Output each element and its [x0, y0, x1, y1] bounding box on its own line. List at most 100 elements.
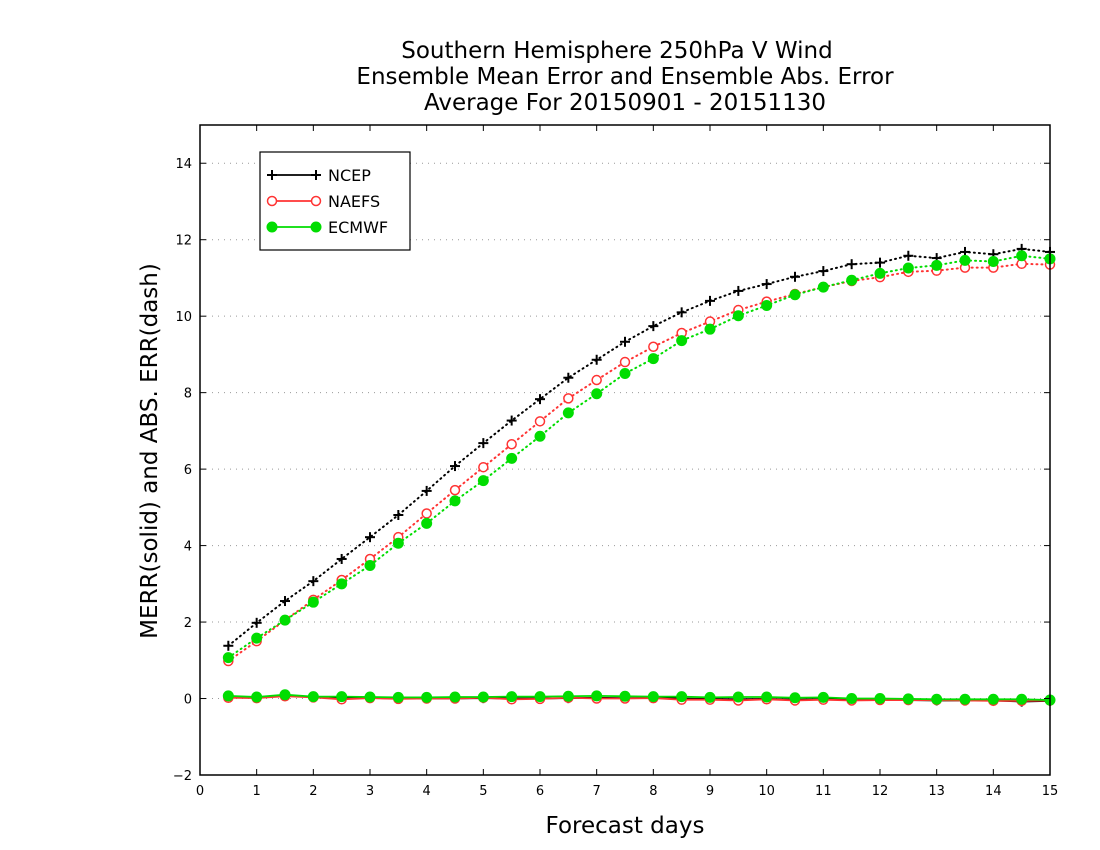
- title-line-1: Southern Hemisphere 250hPa V Wind: [401, 38, 832, 64]
- mean-error-point: [874, 693, 886, 705]
- y-tick-label: 0: [184, 693, 192, 708]
- abs-error-point: [307, 596, 319, 608]
- y-axis-label: MERR(solid) and ABS. ERR(dash): [137, 263, 163, 639]
- mean-error-point: [789, 692, 801, 704]
- y-tick-label: 10: [175, 310, 192, 325]
- abs-error-point: [705, 295, 715, 306]
- mean-error-point: [902, 693, 914, 705]
- x-tick-label: 7: [593, 784, 601, 799]
- abs-error-point: [534, 416, 546, 427]
- abs-error-point: [336, 578, 348, 590]
- mean-error-point: [392, 691, 404, 703]
- abs-error-point: [818, 266, 829, 277]
- legend-marker: [310, 195, 322, 207]
- abs-error-point: [846, 259, 857, 270]
- abs-error-point: [931, 259, 943, 271]
- abs-error-point: [619, 356, 631, 368]
- abs-error-point: [1016, 250, 1028, 262]
- abs-error-point: [449, 495, 461, 507]
- legend-label: NAEFS: [328, 192, 380, 211]
- mean-error-point: [449, 691, 461, 703]
- abs-error-point: [535, 394, 545, 405]
- mean-error-point: [279, 689, 291, 701]
- mean-error-point: [1016, 693, 1028, 705]
- x-tick-label: 11: [815, 784, 832, 799]
- abs-error-point: [251, 632, 263, 644]
- abs-error-point: [620, 336, 630, 347]
- abs-error-point: [647, 353, 659, 365]
- abs-error-line: [227, 254, 1051, 659]
- x-axis-label: Forecast days: [546, 813, 705, 839]
- abs-error-point: [279, 614, 291, 626]
- abs-error-point: [789, 289, 801, 301]
- mean-error-point: [534, 691, 546, 703]
- abs-error-point: [506, 415, 517, 426]
- abs-error-point: [648, 341, 659, 353]
- abs-error-point: [421, 517, 433, 529]
- abs-error-point: [676, 307, 687, 318]
- mean-error-point: [704, 691, 716, 703]
- mean-error-point: [817, 691, 829, 703]
- abs-error-point: [506, 452, 518, 464]
- legend-item-naefs: NAEFS: [266, 192, 380, 211]
- abs-error-point: [761, 279, 772, 290]
- mean-error-point: [931, 693, 943, 705]
- mean-error-point: [364, 691, 376, 703]
- mean-error-point: [647, 691, 659, 703]
- abs-error-point: [875, 257, 885, 268]
- legend-item-ncep: NCEP: [267, 166, 371, 185]
- mean-error-point: [676, 691, 688, 703]
- mean-error-point: [477, 691, 489, 703]
- abs-error-point: [732, 310, 744, 322]
- abs-error-point: [308, 576, 319, 587]
- abs-error-point: [563, 372, 574, 383]
- y-tick-label: 6: [184, 463, 192, 478]
- abs-error-point: [223, 640, 234, 651]
- legend-label: NCEP: [328, 166, 371, 185]
- legend-marker: [266, 195, 278, 207]
- abs-error-point: [477, 475, 489, 487]
- mean-error-point: [336, 691, 348, 703]
- legend-marker: [311, 170, 321, 180]
- abs-error-point: [902, 262, 914, 274]
- x-tick-label: 5: [479, 784, 487, 799]
- legend-label: ECMWF: [328, 218, 388, 237]
- abs-error-point: [478, 461, 489, 473]
- abs-error-line: [227, 247, 1051, 647]
- series-ecmwf-mean-error: [222, 689, 1056, 706]
- mean-error-point: [562, 690, 574, 702]
- abs-error-point: [733, 285, 744, 296]
- title-line-2: Ensemble Mean Error and Ensemble Abs. Er…: [356, 64, 894, 90]
- abs-error-point: [222, 652, 234, 664]
- mean-error-point: [222, 690, 234, 702]
- abs-error-point: [676, 335, 688, 347]
- abs-error-point: [393, 510, 404, 520]
- mean-error-point: [987, 693, 999, 705]
- y-tick-label: 12: [175, 234, 192, 249]
- x-tick-label: 9: [706, 784, 714, 799]
- abs-error-point: [280, 596, 290, 607]
- legend-marker: [267, 170, 277, 180]
- abs-error-point: [251, 617, 262, 628]
- abs-error-point: [562, 407, 574, 419]
- abs-error-point: [392, 537, 404, 549]
- abs-error-point: [761, 299, 773, 311]
- y-tick-label: −2: [173, 769, 192, 784]
- abs-error-point: [364, 559, 376, 571]
- chart-title: Southern Hemisphere 250hPa V Wind Ensemb…: [356, 38, 894, 116]
- abs-error-point: [790, 271, 800, 282]
- abs-error-point: [846, 274, 858, 286]
- x-tick-label: 3: [366, 784, 374, 799]
- grid: [200, 162, 1050, 776]
- abs-error-point: [421, 508, 432, 519]
- abs-error-point: [648, 321, 659, 332]
- x-tick-label: 8: [649, 784, 657, 799]
- mean-error-point: [761, 691, 773, 703]
- abs-error-point: [534, 430, 546, 442]
- legend: NCEP NAEFS ECMWF: [259, 151, 411, 251]
- legend-marker: [310, 221, 322, 233]
- series-ncep-abs-error: [223, 243, 1055, 651]
- x-tick-label: 13: [928, 784, 945, 799]
- abs-error-point: [365, 532, 375, 543]
- y-tick-label: 2: [184, 616, 192, 631]
